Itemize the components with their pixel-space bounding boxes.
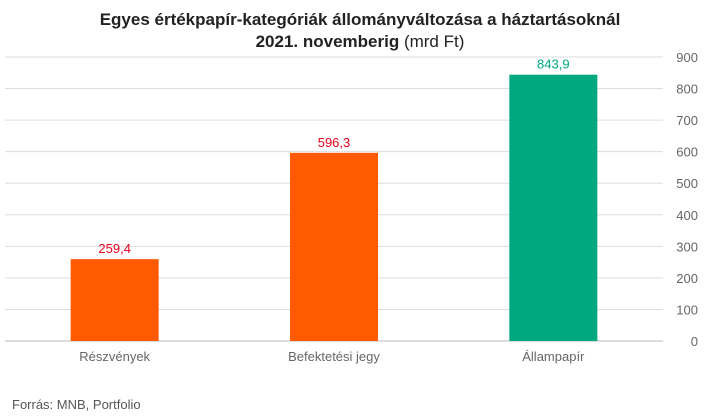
chart-title-period: 2021. novemberig	[255, 32, 400, 51]
y-tick-label: 700	[676, 113, 698, 128]
bar	[509, 74, 598, 341]
y-tick-label: 200	[676, 271, 698, 286]
source-note: Forrás: MNB, Portfolio	[12, 397, 141, 412]
y-tick-label: 900	[676, 50, 698, 65]
y-tick-label: 800	[676, 82, 698, 97]
data-label: 259,4	[98, 241, 131, 256]
chart-title-line1: Egyes értékpapír-kategóriák állományvált…	[99, 10, 621, 29]
x-tick-label: Befektetési jegy	[288, 349, 380, 364]
x-tick-label: Állampapír	[522, 349, 585, 364]
y-tick-label: 100	[676, 302, 698, 317]
x-tick-label: Részvények	[79, 349, 150, 364]
y-tick-label: 0	[691, 334, 698, 349]
chart-title-line2: 2021. novemberig (mrd Ft)	[0, 31, 720, 52]
y-tick-label: 300	[676, 239, 698, 254]
y-tick-label: 400	[676, 208, 698, 223]
chart-title-unit: (mrd Ft)	[403, 32, 465, 51]
data-label: 596,3	[318, 135, 351, 150]
data-label: 843,9	[537, 57, 570, 72]
bar	[290, 152, 378, 341]
y-tick-label: 500	[676, 176, 698, 191]
y-tick-label: 600	[676, 145, 698, 160]
bar	[70, 259, 159, 341]
